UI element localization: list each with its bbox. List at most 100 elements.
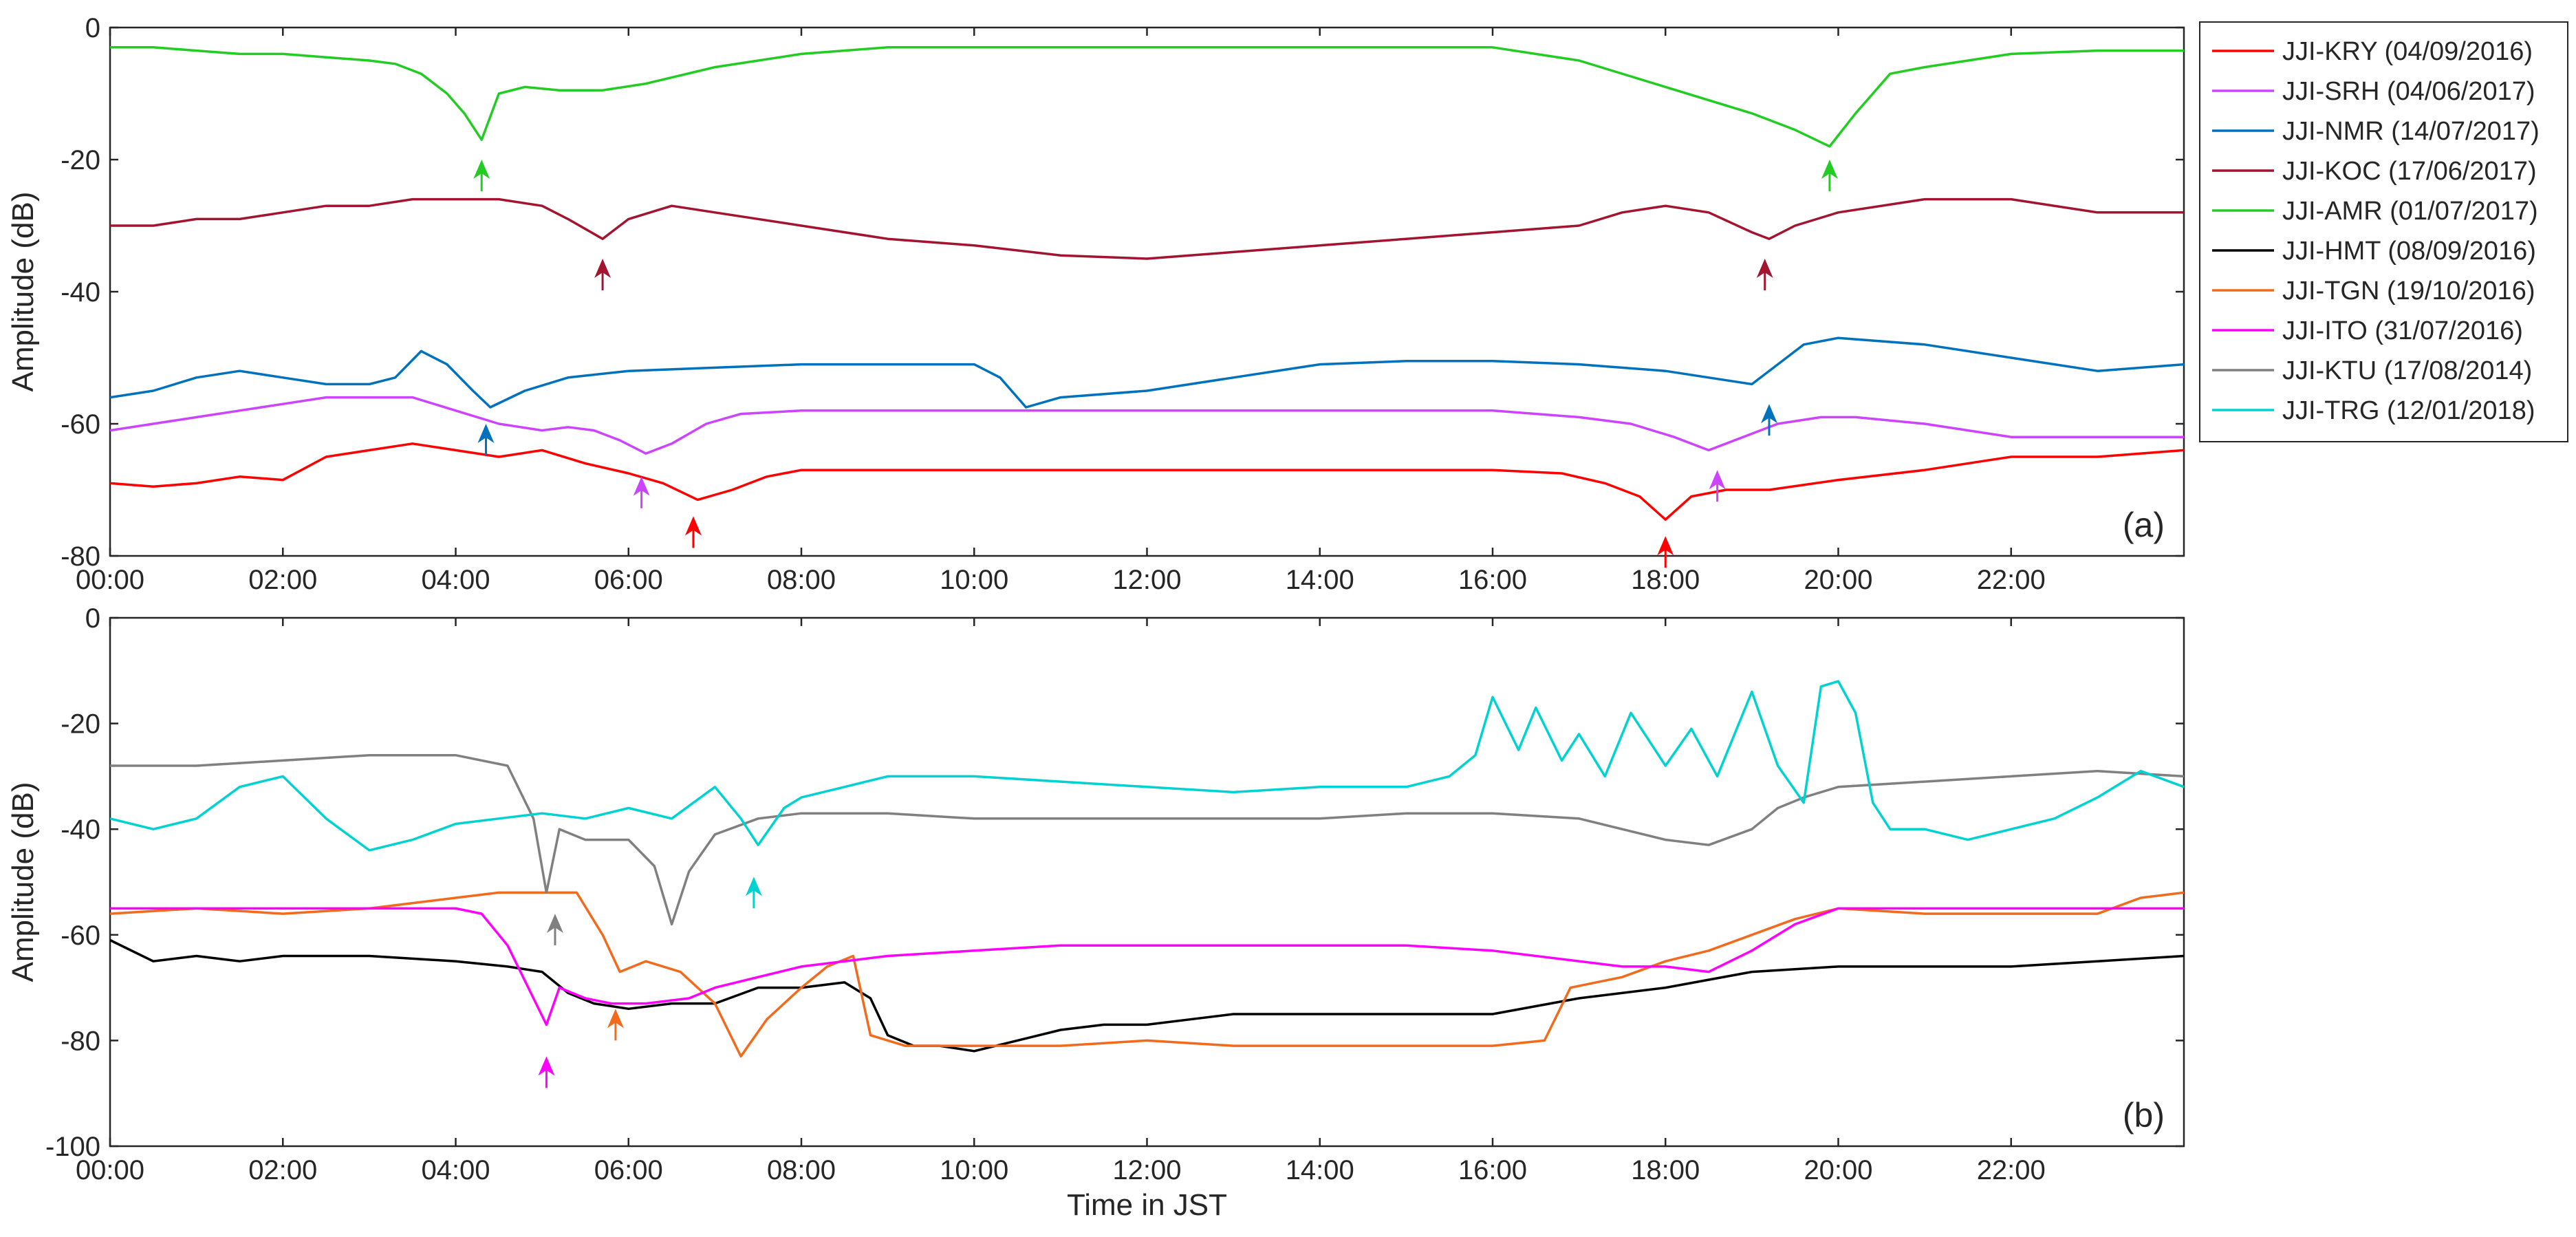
x-tick-label: 12:00 bbox=[1112, 565, 1181, 595]
marker-arrow bbox=[1821, 160, 1838, 191]
legend-label: JJI-KOC (17/06/2017) bbox=[2282, 157, 2537, 186]
plot-area-frame bbox=[109, 616, 2185, 1148]
legend-label: JJI-KRY (04/09/2016) bbox=[2282, 37, 2533, 66]
x-tick-label: 18:00 bbox=[1631, 1155, 1700, 1185]
marker-arrow bbox=[473, 160, 490, 191]
y-tick-label: 0 bbox=[85, 13, 100, 43]
series-group bbox=[110, 680, 2184, 1058]
y-tick-label: -60 bbox=[61, 921, 100, 951]
marker-arrow bbox=[1709, 470, 1726, 502]
legend-label: JJI-SRH (04/06/2017) bbox=[2282, 77, 2535, 106]
legend-item: JJI-KRY (04/09/2016) bbox=[2212, 37, 2533, 66]
series-line-jji-amr bbox=[110, 46, 2184, 148]
legend-label: JJI-TRG (12/01/2018) bbox=[2282, 396, 2535, 425]
x-tick-label: 22:00 bbox=[1977, 565, 2046, 595]
x-tick-label: 18:00 bbox=[1631, 565, 1700, 595]
marker-arrow bbox=[477, 424, 495, 455]
series-line-jji-ktu bbox=[110, 753, 2184, 926]
marker-arrow-head bbox=[538, 1056, 555, 1076]
series-line-jji-nmr bbox=[110, 336, 2184, 409]
marker-arrow bbox=[1657, 536, 1674, 568]
legend-item: JJI-NMR (14/07/2017) bbox=[2212, 117, 2540, 146]
legend-item: JJI-KTU (17/08/2014) bbox=[2212, 356, 2532, 385]
y-tick-label: -40 bbox=[61, 277, 100, 308]
panel-label: (b) bbox=[2123, 1096, 2165, 1134]
marker-arrow bbox=[1761, 404, 1777, 436]
marker-arrow bbox=[607, 1009, 624, 1041]
marker-arrow-head bbox=[633, 476, 650, 496]
legend-label: JJI-KTU (17/08/2014) bbox=[2282, 356, 2532, 385]
y-tick-label: -80 bbox=[61, 541, 100, 572]
marker-arrow-head bbox=[546, 914, 563, 934]
x-tick-label: 08:00 bbox=[767, 565, 836, 595]
marker-arrow bbox=[546, 914, 563, 946]
x-tick-label: 04:00 bbox=[421, 565, 490, 595]
x-tick-label: 00:00 bbox=[76, 565, 144, 595]
y-tick-label: 0 bbox=[85, 603, 100, 634]
marker-arrow-head bbox=[607, 1009, 624, 1029]
panel-label: (a) bbox=[2123, 506, 2165, 544]
y-tick-label: -40 bbox=[61, 815, 100, 845]
series-line-jji-trg bbox=[110, 680, 2184, 852]
x-tick-label: 12:00 bbox=[1112, 1155, 1181, 1185]
x-tick-label: 02:00 bbox=[248, 565, 317, 595]
x-tick-label: 06:00 bbox=[594, 1155, 663, 1185]
x-axis-label: Time in JST bbox=[1067, 1188, 1227, 1222]
marker-arrow bbox=[633, 476, 650, 508]
marker-arrow-head bbox=[684, 516, 702, 536]
x-tick-label: 10:00 bbox=[940, 565, 1008, 595]
series-line-jji-ito bbox=[110, 907, 2184, 1026]
x-tick-label: 00:00 bbox=[76, 1155, 144, 1185]
legend-label: JJI-HMT (08/09/2016) bbox=[2282, 237, 2536, 266]
legend-label: JJI-NMR (14/07/2017) bbox=[2282, 117, 2540, 146]
legend-item: JJI-KOC (17/06/2017) bbox=[2212, 157, 2537, 186]
y-axis-label: Amplitude (dB) bbox=[6, 191, 40, 391]
marker-arrow bbox=[594, 259, 611, 290]
legend: JJI-KRY (04/09/2016) JJI-SRH (04/06/2017)… bbox=[2199, 21, 2568, 442]
series-line-jji-tgn bbox=[110, 891, 2184, 1058]
legend-label: JJI-TGN (19/10/2016) bbox=[2282, 277, 2535, 305]
series-line-jji-koc bbox=[110, 197, 2184, 260]
marker-arrow bbox=[684, 516, 702, 548]
x-tick-label: 04:00 bbox=[421, 1155, 490, 1185]
series-line-jji-srh bbox=[110, 396, 2184, 455]
legend-item: JJI-TRG (12/01/2018) bbox=[2212, 396, 2535, 425]
legend-item: JJI-HMT (08/09/2016) bbox=[2212, 237, 2536, 266]
marker-arrow-head bbox=[594, 259, 611, 278]
legend-label: JJI-AMR (01/07/2017) bbox=[2282, 197, 2538, 226]
x-tick-label: 22:00 bbox=[1977, 1155, 2046, 1185]
x-tick-label: 16:00 bbox=[1458, 1155, 1527, 1185]
legend-item: JJI-SRH (04/06/2017) bbox=[2212, 77, 2535, 106]
y-axis-label: Amplitude (dB) bbox=[6, 782, 40, 982]
panel-a: 00:00 02:00 04:00 06:00 08:00 10:00 12:00 14:00… bbox=[6, 13, 2185, 595]
legend-item: JJI-TGN (19/10/2016) bbox=[2212, 277, 2535, 305]
legend-item: JJI-AMR (01/07/2017) bbox=[2212, 197, 2538, 226]
legend-label: JJI-ITO (31/07/2016) bbox=[2282, 316, 2523, 345]
marker-arrow-head bbox=[477, 424, 495, 443]
marker-arrow-head bbox=[1821, 160, 1838, 179]
x-tick-label: 02:00 bbox=[248, 1155, 317, 1185]
legend-item: JJI-ITO (31/07/2016) bbox=[2212, 316, 2523, 345]
panel-b: 00:00 02:00 04:00 06:00 08:00 10:00 12:00 14:00… bbox=[6, 603, 2185, 1222]
x-tick-label: 16:00 bbox=[1458, 565, 1527, 595]
marker-arrow-head bbox=[1657, 536, 1674, 556]
x-tick-label: 20:00 bbox=[1804, 1155, 1872, 1185]
x-tick-label: 20:00 bbox=[1804, 565, 1872, 595]
y-tick-label: -20 bbox=[61, 145, 100, 175]
x-tick-label: 08:00 bbox=[767, 1155, 836, 1185]
marker-arrow bbox=[1756, 259, 1773, 290]
marker-arrow-head bbox=[1709, 470, 1726, 490]
marker-arrow-head bbox=[745, 876, 762, 896]
marker-arrow-head bbox=[473, 160, 490, 179]
marker-arrow-head bbox=[1756, 259, 1773, 278]
marker-arrow-head bbox=[1761, 404, 1777, 424]
x-tick-label: 14:00 bbox=[1286, 565, 1354, 595]
x-tick-label: 14:00 bbox=[1286, 1155, 1354, 1185]
marker-arrow bbox=[538, 1056, 555, 1088]
x-tick-label: 06:00 bbox=[594, 565, 663, 595]
series-line-jji-kry bbox=[110, 442, 2184, 521]
series-group bbox=[110, 46, 2184, 521]
marker-arrow bbox=[745, 876, 762, 909]
y-tick-label: -20 bbox=[61, 709, 100, 740]
